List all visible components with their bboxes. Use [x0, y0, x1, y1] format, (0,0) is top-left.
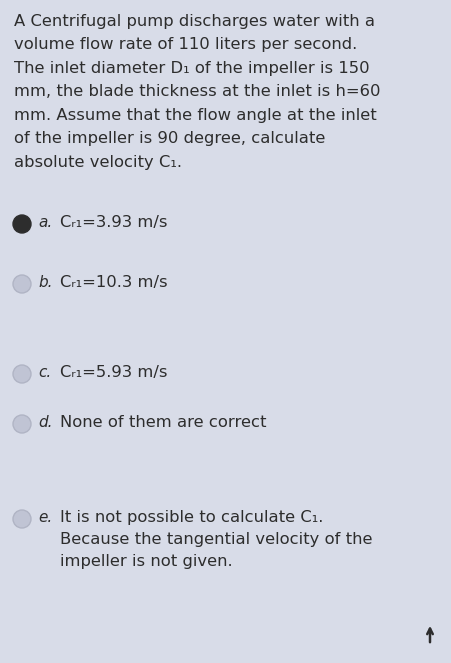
Text: a.: a. — [38, 215, 52, 230]
Circle shape — [13, 510, 31, 528]
Text: volume flow rate of 110 liters per second.: volume flow rate of 110 liters per secon… — [14, 38, 356, 52]
Text: c.: c. — [38, 365, 51, 380]
Text: of the impeller is 90 degree, calculate: of the impeller is 90 degree, calculate — [14, 131, 325, 147]
Circle shape — [13, 415, 31, 433]
Text: d.: d. — [38, 415, 52, 430]
Text: It is not possible to calculate C₁.
Because the tangential velocity of the
impel: It is not possible to calculate C₁. Beca… — [60, 510, 372, 570]
Text: A Centrifugal pump discharges water with a: A Centrifugal pump discharges water with… — [14, 14, 374, 29]
Text: The inlet diameter D₁ of the impeller is 150: The inlet diameter D₁ of the impeller is… — [14, 61, 369, 76]
Text: Cᵣ₁=3.93 m/s: Cᵣ₁=3.93 m/s — [60, 215, 167, 230]
Text: absolute velocity C₁.: absolute velocity C₁. — [14, 155, 182, 170]
Circle shape — [13, 275, 31, 293]
Text: b.: b. — [38, 275, 52, 290]
Circle shape — [13, 215, 31, 233]
Text: mm, the blade thickness at the inlet is h=60: mm, the blade thickness at the inlet is … — [14, 84, 380, 99]
Text: mm. Assume that the flow angle at the inlet: mm. Assume that the flow angle at the in… — [14, 108, 376, 123]
Text: Cᵣ₁=5.93 m/s: Cᵣ₁=5.93 m/s — [60, 365, 167, 380]
Text: None of them are correct: None of them are correct — [60, 415, 266, 430]
Circle shape — [13, 365, 31, 383]
Text: e.: e. — [38, 510, 52, 525]
Text: Cᵣ₁=10.3 m/s: Cᵣ₁=10.3 m/s — [60, 275, 167, 290]
